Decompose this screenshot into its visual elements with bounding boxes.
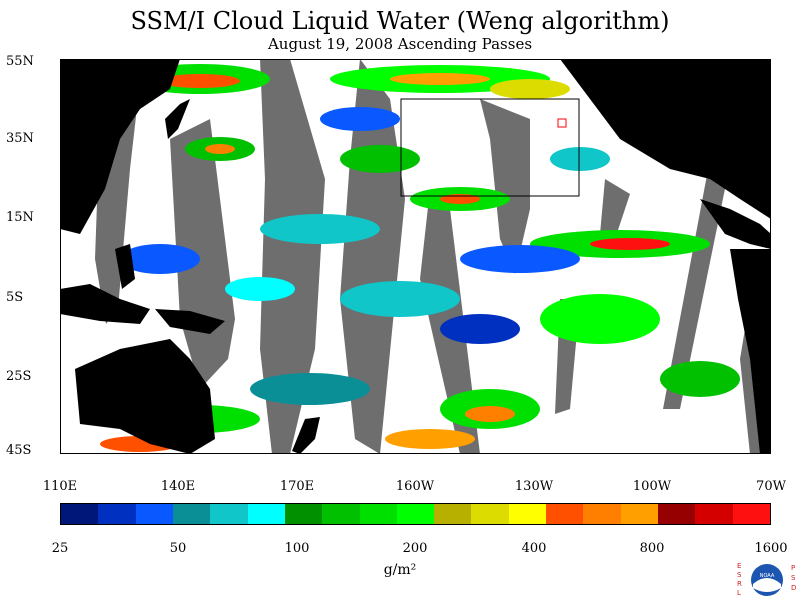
lat-label: 5S (6, 290, 24, 305)
colorbar-segment (61, 504, 99, 524)
colorbar-tick-label: 800 (639, 541, 665, 556)
logo-center-text: NOAA (760, 573, 775, 579)
lon-label: 170E (279, 479, 315, 494)
colorbar-tick-label: 200 (402, 541, 428, 556)
swath-gap (260, 59, 325, 454)
cloud-patches (100, 64, 740, 452)
colorbar-tick-label: 1600 (754, 541, 788, 556)
colorbar-tick-label: 400 (521, 541, 547, 556)
colorbar-segment (695, 504, 733, 524)
australia-land (75, 339, 215, 454)
logo-letter: R (737, 580, 742, 588)
land (60, 59, 771, 454)
logo-letter: E (737, 562, 741, 570)
lat-label: 35N (6, 131, 34, 146)
colorbar-tick-label: 50 (169, 541, 187, 556)
colorbar-segment (546, 504, 584, 524)
swath-gap (663, 159, 728, 409)
japan-land (165, 99, 190, 139)
colorbar-segment (732, 504, 770, 524)
colorbar-segment (172, 504, 211, 524)
colorbar (60, 503, 771, 525)
swath-gap (600, 179, 630, 239)
map-area (60, 59, 771, 454)
colorbar-segment (284, 504, 323, 524)
philippines-land (115, 244, 135, 289)
lat-label: 45S (6, 443, 32, 458)
logo-letter: D (791, 584, 796, 592)
lat-label: 55N (6, 54, 34, 69)
colorbar-segment (322, 504, 360, 524)
noaa-esrl-psd-logo: E S R L NOAA P S D (737, 562, 796, 597)
colorbar-segment (135, 504, 173, 524)
colorbar-segment (508, 504, 547, 524)
logo-letter: S (791, 574, 796, 582)
indonesia-land (60, 284, 150, 324)
colorbar-segment (359, 504, 397, 524)
south-america-land (730, 249, 771, 454)
lon-label: 110E (42, 479, 78, 494)
colorbar-segment (658, 504, 696, 524)
logo-letter: P (791, 564, 795, 572)
north-america-land (560, 59, 771, 219)
lat-label: 15N (6, 210, 34, 225)
lon-label: 140E (160, 479, 196, 494)
lon-label: 70W (756, 479, 786, 494)
lon-label: 100W (632, 479, 672, 494)
central-america-land (700, 199, 771, 249)
cloud-water-map (60, 59, 771, 454)
colorbar-tick-label: 100 (284, 541, 310, 556)
logo-letter: L (737, 589, 741, 597)
red-marker (557, 118, 567, 128)
lon-label: 130W (514, 479, 554, 494)
colorbar-segment (98, 504, 136, 524)
chart-subtitle: August 19, 2008 Ascending Passes (267, 35, 533, 53)
new-zealand-land (292, 417, 320, 454)
colorbar-tick-label: 25 (51, 541, 69, 556)
logo-letter: S (737, 571, 742, 579)
colorbar-segment (620, 504, 658, 524)
lat-label: 25S (6, 369, 32, 384)
colorbar-segment (210, 504, 248, 524)
colorbar-segment (471, 504, 509, 524)
colorbar-segment (247, 504, 285, 524)
colorbar-segment (583, 504, 621, 524)
region-box (400, 98, 580, 197)
colorbar-units: g/m² (383, 562, 417, 578)
colorbar-segment (434, 504, 472, 524)
new-guinea-land (155, 309, 225, 334)
lon-label: 160W (395, 479, 435, 494)
swath-gap (480, 99, 530, 274)
map-frame (60, 59, 771, 454)
asia-land (60, 59, 180, 234)
chart-title: SSM/I Cloud Liquid Water (Weng algorithm… (130, 7, 670, 35)
colorbar-segment (396, 504, 435, 524)
